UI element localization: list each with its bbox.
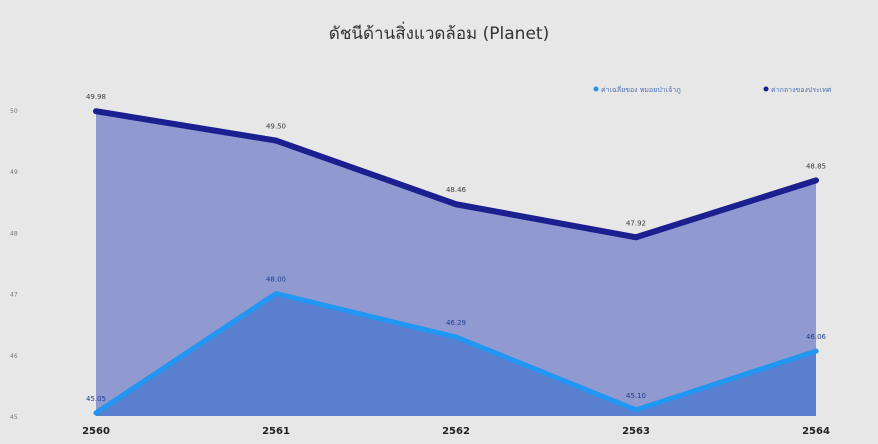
data-label: 45.10 <box>626 392 646 400</box>
data-label: 45.05 <box>86 395 106 403</box>
x-axis: 2560 2561 2562 2563 2564 <box>82 426 830 437</box>
data-point <box>93 410 99 416</box>
data-point <box>453 201 459 207</box>
data-point <box>273 291 279 297</box>
x-tick-label: 2564 <box>802 426 830 437</box>
legend-marker <box>763 86 769 92</box>
y-axis: 45 46 47 48 49 50 <box>10 108 18 421</box>
data-label: 46.29 <box>446 319 466 327</box>
data-label: 47.92 <box>626 219 646 227</box>
y-tick-label: 48 <box>10 230 18 237</box>
data-point <box>273 138 279 144</box>
data-point <box>93 108 99 114</box>
y-tick-label: 50 <box>10 108 18 115</box>
data-point <box>813 177 819 183</box>
data-label: 49.50 <box>266 123 286 131</box>
legend-label: ค่าเฉลี่ยของ หมอยป่าเจ้าภู <box>601 85 681 94</box>
x-tick-label: 2562 <box>442 426 470 437</box>
chart-legend: ค่าเฉลี่ยของ หมอยป่าเจ้าภู ค่ากลางของประเ… <box>593 85 832 94</box>
data-point <box>813 348 819 354</box>
x-tick-label: 2563 <box>622 426 650 437</box>
data-label: 48.00 <box>266 276 286 284</box>
x-tick-label: 2560 <box>82 426 110 437</box>
legend-label: ค่ากลางของประเทศ <box>771 86 832 94</box>
legend-marker <box>593 86 599 92</box>
y-tick-label: 45 <box>10 414 18 421</box>
y-tick-label: 46 <box>10 353 18 360</box>
data-point <box>633 407 639 413</box>
series-lines <box>93 108 819 416</box>
data-point <box>453 334 459 340</box>
data-label: 48.46 <box>446 186 467 194</box>
data-labels: 45.05 48.00 46.29 45.10 46.06 49.98 49.50 48.46… <box>86 93 827 403</box>
x-tick-label: 2561 <box>262 426 290 437</box>
y-tick-label: 47 <box>10 292 18 299</box>
y-tick-label: 49 <box>10 169 18 176</box>
data-point <box>633 234 639 240</box>
chart-title: ดัชนีด้านสิ่งแวดล้อม (Planet) <box>329 21 549 44</box>
data-label: 49.98 <box>86 93 106 101</box>
data-label: 46.06 <box>806 333 827 341</box>
series-areas <box>96 111 816 416</box>
data-label: 48.85 <box>806 162 826 170</box>
series-area-0 <box>96 293 816 416</box>
